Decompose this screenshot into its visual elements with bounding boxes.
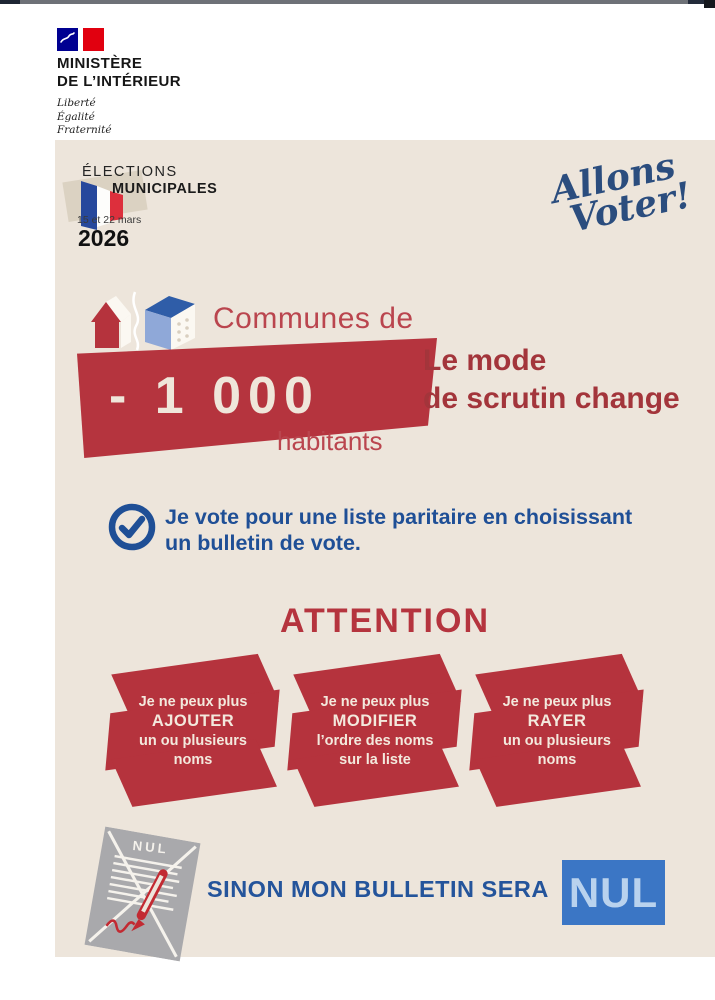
commune-banner: - 1 000 bbox=[77, 338, 437, 458]
marianne-flag-icon bbox=[57, 28, 181, 51]
ribbon3-line4: noms bbox=[537, 751, 577, 768]
municipales-label: MUNICIPALES bbox=[112, 181, 218, 197]
headline-line1: Le mode bbox=[423, 344, 547, 377]
ribbon3-line1: Je ne peux plus bbox=[502, 693, 612, 710]
vote-note-line1: Je vote pour une liste paritaire en choi… bbox=[165, 505, 633, 529]
flag-red-block bbox=[83, 28, 104, 51]
vote-note-line2: un bulletin de vote. bbox=[165, 531, 361, 556]
election-year: 2026 bbox=[78, 225, 130, 251]
motto-line1: Liberté bbox=[57, 97, 96, 109]
svg-text:NUL: NUL bbox=[132, 838, 170, 857]
commune-suffix: habitants bbox=[277, 426, 383, 456]
check-icon bbox=[108, 503, 156, 551]
motto-line3: Fraternité bbox=[57, 124, 112, 136]
ribbon-rayer: Je ne peux plus RAYER un ou plusieurs no… bbox=[469, 653, 645, 807]
nul-badge: NUL bbox=[562, 860, 665, 925]
window-edge bbox=[0, 0, 715, 4]
french-flag-icon bbox=[81, 181, 123, 230]
ribbon2-line3: l’ordre des noms bbox=[316, 733, 434, 750]
ribbon3-line3: un ou plusieurs bbox=[503, 733, 611, 750]
ribbon1-line4: noms bbox=[173, 751, 213, 768]
ribbon2-keyword: MODIFIER bbox=[332, 712, 418, 731]
flag-blue-block bbox=[57, 28, 78, 51]
ballot-nul-icon: NUL bbox=[84, 826, 201, 962]
ribbon1-keyword: AJOUTER bbox=[151, 712, 235, 731]
rules-ribbons: Je ne peux plus AJOUTER un ou plusieurs … bbox=[105, 653, 665, 807]
ribbon2-line1: Je ne peux plus bbox=[320, 693, 430, 710]
elections-label: ÉLECTIONS bbox=[82, 164, 178, 180]
commune-prefix: Communes de bbox=[213, 302, 414, 335]
ribbon1-line3: un ou plusieurs bbox=[139, 733, 247, 750]
ribbon-modifier: Je ne peux plus MODIFIER l’ordre des nom… bbox=[287, 653, 463, 807]
headline-line2: de scrutin change bbox=[423, 381, 680, 415]
marianne-silhouette bbox=[60, 32, 75, 43]
ministry-title-line2: DE L’INTÉRIEUR bbox=[57, 73, 181, 90]
commune-number: - 1 000 bbox=[109, 367, 320, 425]
ribbon1-line1: Je ne peux plus bbox=[138, 693, 248, 710]
allons-voter-slogan: Allons Voter! bbox=[539, 145, 695, 243]
attention-heading: ATTENTION bbox=[279, 602, 490, 640]
motto-line2: Égalité bbox=[57, 110, 95, 123]
ministry-logo: MINISTÈRE DE L’INTÉRIEUR Liberté Égalité… bbox=[57, 28, 181, 138]
footer-message: SINON MON BULLETIN SERA bbox=[207, 876, 549, 902]
headline: Le mode de scrutin change bbox=[423, 342, 680, 418]
ribbon3-keyword: RAYER bbox=[527, 712, 587, 731]
election-poster: ÉLECTIONS MUNICIPALES 15 et 22 mars 2026… bbox=[55, 140, 715, 962]
ministry-title-line1: MINISTÈRE bbox=[57, 55, 143, 72]
vote-note: Je vote pour une liste paritaire en choi… bbox=[165, 504, 632, 556]
houses-icon bbox=[91, 291, 195, 351]
election-dates: 15 et 22 mars bbox=[77, 214, 142, 226]
ribbon-ajouter: Je ne peux plus AJOUTER un ou plusieurs … bbox=[105, 653, 281, 807]
window-edge-notch bbox=[704, 0, 715, 8]
ribbon2-line4: sur la liste bbox=[339, 751, 411, 768]
elections-municipales-logo: ÉLECTIONS MUNICIPALES 15 et 22 mars 2026 bbox=[55, 140, 295, 260]
